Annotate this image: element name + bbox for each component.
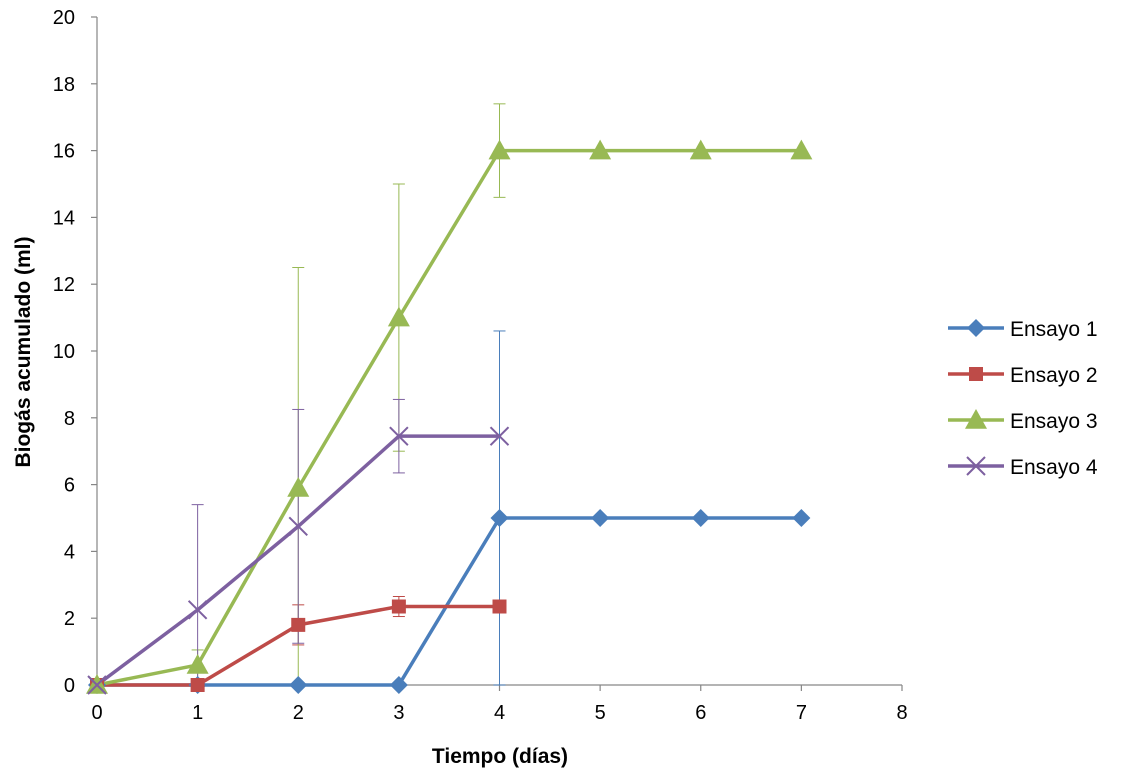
y-tick-label: 16	[53, 141, 75, 163]
y-tick-label: 12	[53, 274, 75, 296]
ensayo-1-point	[792, 509, 811, 527]
x-tick-label: 2	[293, 702, 304, 724]
x-axis-title: Tiempo (días)	[432, 745, 568, 768]
ensayo-3-point	[387, 306, 410, 327]
y-tick-label: 14	[53, 207, 75, 229]
legend: Ensayo 1 Ensayo 2 Ensayo 3 Ensayo 4	[948, 318, 1098, 479]
y-tick-label: 8	[64, 408, 75, 430]
y-tick-label: 2	[64, 608, 75, 630]
ensayo-2-point	[190, 678, 205, 692]
legend-label: Ensayo 2	[1010, 364, 1098, 387]
error-bars	[191, 103, 506, 686]
ensayo-3-point	[488, 139, 511, 160]
legend-swatch-marker	[966, 456, 986, 476]
legend-swatch-marker	[965, 409, 987, 429]
marker-stroke	[389, 426, 409, 446]
marker-stroke	[489, 426, 510, 446]
marker-stroke	[187, 600, 208, 620]
ensayo-3-point	[689, 139, 712, 160]
y-tick-label: 10	[53, 341, 75, 363]
legend-label: Ensayo 1	[1010, 318, 1098, 341]
ensayo-2-point	[391, 599, 406, 614]
legend-item-ensayo-1: Ensayo 1	[948, 318, 1098, 341]
ensayo-1-point	[490, 509, 509, 527]
ensayo-4-point	[288, 516, 308, 537]
ensayo-3-point	[790, 139, 813, 160]
y-tick-label: 4	[64, 541, 75, 563]
y-tick-label: 0	[64, 675, 75, 697]
ensayo-4-point	[87, 675, 107, 695]
legend-item-ensayo-4: Ensayo 4	[948, 456, 1098, 479]
legend-label: Ensayo 4	[1010, 456, 1098, 479]
ensayo-4-point	[389, 426, 409, 446]
x-tick-label: 6	[695, 702, 706, 724]
y-axis-title: Biogás acumulado (ml)	[12, 236, 35, 467]
ensayo-3-point	[186, 653, 209, 674]
y-tick-label: 6	[64, 475, 75, 497]
x-tick-label: 3	[393, 702, 404, 724]
legend-item-ensayo-2: Ensayo 2	[948, 364, 1098, 387]
legend-item-ensayo-3: Ensayo 3	[948, 409, 1098, 433]
x-tick-label: 5	[595, 702, 606, 724]
ensayo-2-point	[291, 617, 306, 632]
marker-stroke	[966, 456, 986, 476]
ensayo-1-point	[691, 509, 710, 527]
marker-stroke	[288, 516, 308, 537]
ensayo-3-point	[589, 139, 612, 160]
x-tick-label: 8	[896, 702, 907, 724]
x-tick-label: 1	[192, 702, 203, 724]
legend-swatch-marker	[967, 319, 985, 337]
legend-swatch-marker	[969, 367, 983, 381]
ensayo-1-point	[289, 676, 308, 694]
ensayo-3-point	[287, 476, 310, 497]
ensayo-4-point	[187, 600, 208, 620]
x-tick-labels: 0 1 2 3 4 5 6 7 8	[91, 702, 907, 724]
ensayo-1-point	[389, 676, 408, 694]
x-tick-label: 4	[494, 702, 505, 724]
ensayo-1-point	[591, 509, 610, 527]
legend-label: Ensayo 3	[1010, 410, 1098, 433]
ensayo-3-line	[96, 148, 802, 687]
y-tick-label: 18	[53, 74, 75, 96]
series-markers	[86, 139, 813, 695]
y-tick-label: 20	[53, 7, 75, 29]
axes	[91, 16, 903, 691]
x-tick-label: 7	[796, 702, 807, 724]
ensayo-4-point	[489, 426, 510, 446]
ensayo-1-error-bar	[493, 330, 506, 686]
ensayo-1-line	[97, 516, 802, 687]
y-tick-labels: 0 2 4 6 8 10 12 14 16 18 20	[53, 7, 75, 697]
ensayo-2-point	[492, 599, 507, 614]
x-tick-label: 0	[91, 702, 102, 724]
marker-stroke	[87, 675, 107, 695]
